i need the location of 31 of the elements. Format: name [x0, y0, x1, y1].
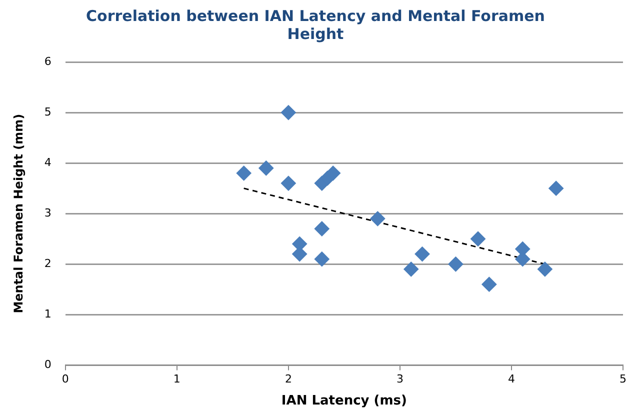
- point: [370, 211, 386, 226]
- x-tick-label: 0: [62, 372, 69, 386]
- y-tick-label: 3: [44, 206, 52, 220]
- x-tick-label: 3: [396, 372, 404, 386]
- point: [280, 105, 296, 120]
- point: [236, 166, 252, 181]
- y-tick-label: 5: [44, 105, 52, 118]
- point: [470, 231, 486, 246]
- y-tick-label: 1: [44, 308, 52, 321]
- y-tick-label: 6: [44, 54, 52, 68]
- y-tick-label: 2: [44, 256, 52, 270]
- x-tick-label: 4: [508, 372, 515, 386]
- x-tick-label: 1: [173, 372, 180, 386]
- point: [314, 221, 330, 236]
- chart-title: Correlation between IAN Latency and Mental Foramen Height: [86, 6, 545, 43]
- point: [482, 276, 497, 292]
- point: [280, 176, 296, 191]
- y-axis-title: Mental Foramen Height (mm): [11, 114, 26, 314]
- point: [537, 262, 552, 277]
- point: [326, 166, 341, 181]
- point: [404, 262, 419, 277]
- point: [448, 256, 464, 272]
- point: [414, 246, 430, 262]
- x-tick-label: 2: [284, 372, 292, 386]
- y-tick-label: 4: [44, 156, 52, 169]
- y-tick-label: 0: [44, 358, 52, 372]
- point: [258, 160, 274, 176]
- point: [314, 252, 330, 267]
- x-tick-label: 5: [620, 372, 626, 386]
- x-axis-title: IAN Latency (ms): [281, 394, 407, 409]
- point: [548, 180, 564, 196]
